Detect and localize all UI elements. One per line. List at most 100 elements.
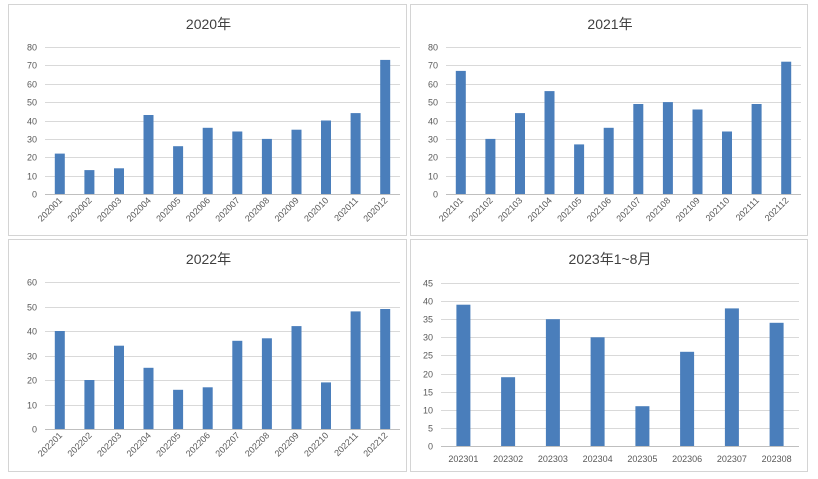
chart-panel-2022: 2022年 0 10 20 30 40 50 60 202201 202202 202203 2022… [8, 239, 407, 472]
x-tick-label: 202208 [243, 430, 271, 458]
x-tick-label: 202102 [466, 195, 494, 223]
bar-202112 [781, 61, 792, 195]
bar-202103 [515, 113, 525, 194]
bar-202101 [455, 70, 466, 194]
bar-202007 [232, 131, 243, 194]
bar-202008 [261, 138, 272, 194]
bar-202207 [232, 340, 243, 429]
bar-202301 [456, 304, 471, 446]
y-tick-label: 0 [32, 425, 37, 435]
bar-202104 [544, 91, 555, 194]
x-tick-label: 202007 [213, 195, 241, 223]
bar-202108 [662, 102, 673, 194]
x-tick-label: 202008 [243, 195, 271, 223]
x-tick-label: 202201 [36, 430, 64, 458]
bar-202306 [680, 351, 695, 446]
bar-202006 [202, 127, 213, 194]
y-tick-label: 25 [423, 351, 433, 361]
x-tick-label: 202202 [65, 430, 93, 458]
y-tick-label: 20 [27, 153, 37, 163]
y-tick-label: 70 [428, 61, 438, 71]
x-tick-label: 202308 [762, 454, 792, 464]
x-tick-label: 202006 [184, 195, 212, 223]
bar-202009 [291, 129, 302, 194]
y-tick-label: 5 [428, 424, 433, 434]
bar-202304 [590, 337, 605, 446]
bar-202211 [350, 311, 361, 429]
bar-202210 [321, 382, 331, 429]
x-tick-label: 202203 [95, 430, 123, 458]
y-tick-label: 40 [27, 327, 37, 337]
y-tick-label: 50 [27, 303, 37, 313]
x-tick-label: 202302 [493, 454, 523, 464]
y-tick-label: 10 [27, 172, 37, 182]
y-tick-label: 0 [428, 442, 433, 452]
bar-202302 [501, 377, 516, 446]
x-tick-label: 202305 [627, 454, 657, 464]
chart-panel-2020: 2020年 0 10 20 30 40 50 60 70 80 202001 202002 202003… [8, 4, 407, 236]
x-tick-label: 202101 [437, 195, 465, 223]
bar-202001 [54, 153, 65, 194]
x-tick-label: 202110 [704, 195, 732, 223]
bar-202206 [202, 387, 213, 429]
x-tick-label: 202306 [672, 454, 702, 464]
bar-202102 [485, 138, 496, 194]
x-tick-label: 202009 [273, 195, 301, 223]
chart-title: 2023年1~8月 [569, 251, 652, 267]
bar-202303 [545, 319, 560, 446]
y-tick-label: 80 [27, 43, 37, 53]
x-tick-label: 202108 [644, 195, 672, 223]
y-tick-label: 60 [428, 80, 438, 90]
x-tick-label: 202002 [65, 195, 93, 223]
x-tick-label: 202011 [332, 195, 360, 223]
x-tick-label: 202005 [154, 195, 182, 223]
y-tick-label: 45 [423, 279, 433, 289]
bar-202110 [722, 131, 732, 194]
y-tick-label: 60 [27, 80, 37, 90]
x-tick-label: 202012 [361, 195, 389, 223]
bar-202308 [769, 322, 784, 446]
x-tick-label: 202105 [555, 195, 583, 223]
y-tick-label: 50 [428, 98, 438, 108]
x-tick-label: 202103 [496, 195, 524, 223]
y-tick-label: 40 [423, 297, 433, 307]
x-tick-label: 202010 [302, 195, 330, 223]
x-tick-label: 202209 [273, 430, 301, 458]
bar-202203 [114, 345, 124, 429]
x-tick-label: 202001 [36, 195, 64, 223]
x-tick-label: 202304 [583, 454, 613, 464]
y-tick-label: 15 [423, 388, 433, 398]
y-tick-label: 30 [27, 352, 37, 362]
x-tick-label: 202303 [538, 454, 568, 464]
y-tick-label: 35 [423, 315, 433, 325]
x-tick-label: 202301 [448, 454, 478, 464]
y-tick-label: 60 [27, 278, 37, 288]
chart-panel-2023: 2023年1~8月 0 5 10 15 20 25 30 35 40 45 202301 202302 2… [410, 239, 808, 472]
bar-202208 [261, 338, 272, 429]
chart-title: 2020年 [186, 16, 231, 32]
x-tick-label: 202111 [734, 195, 761, 222]
y-tick-label: 0 [433, 190, 438, 200]
x-tick-label: 202205 [154, 430, 182, 458]
y-tick-label: 10 [428, 172, 438, 182]
x-tick-label: 202107 [614, 195, 642, 223]
y-tick-label: 30 [423, 333, 433, 343]
bar-202212 [380, 309, 391, 429]
bar-202107 [633, 104, 644, 194]
bar-202111 [751, 104, 762, 194]
chart-panel-2021: 2021年 0 10 20 30 40 50 60 70 80 202101 202102 202103… [410, 4, 808, 236]
chart-2020: 2020年 0 10 20 30 40 50 60 70 80 202001 202002 202003… [27, 16, 400, 224]
bar-202005 [173, 146, 184, 194]
x-tick-label: 202104 [526, 195, 554, 223]
x-tick-label: 202112 [763, 195, 791, 223]
y-tick-label: 40 [27, 117, 37, 127]
y-tick-label: 30 [428, 135, 438, 145]
y-tick-label: 10 [27, 401, 37, 411]
bar-202202 [84, 380, 95, 429]
x-tick-label: 202206 [184, 430, 212, 458]
x-tick-label: 202211 [332, 430, 360, 458]
y-tick-label: 30 [27, 135, 37, 145]
bar-202305 [635, 406, 650, 446]
y-tick-label: 70 [27, 61, 37, 71]
